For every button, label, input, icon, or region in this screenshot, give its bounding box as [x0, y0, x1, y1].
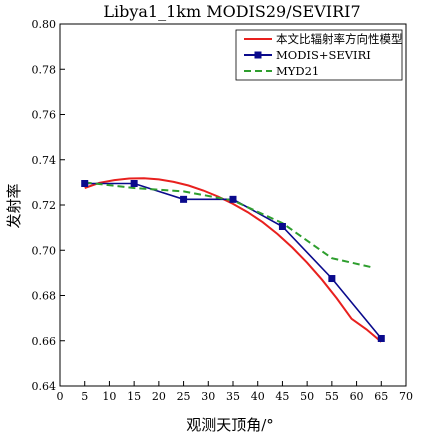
series-model-line: [84, 177, 382, 343]
x-axis-label: 观测天顶角/°: [186, 416, 274, 434]
x-tick-label: 55: [325, 390, 339, 403]
y-axis-label: 发射率: [5, 183, 23, 228]
series-myd21-line: [84, 181, 372, 269]
x-tick-label: 20: [152, 390, 166, 403]
x-tick-label: 5: [81, 390, 88, 403]
x-tick-label: 50: [300, 390, 314, 403]
data-point-modis-seviri: [130, 180, 138, 188]
y-tick-label: 0.74: [32, 154, 57, 167]
legend-marker-modis-seviri: [254, 51, 262, 59]
y-tick-label: 0.70: [32, 244, 57, 257]
x-tick-label: 60: [350, 390, 364, 403]
x-tick-label: 65: [374, 390, 388, 403]
x-tick-label: 30: [201, 390, 215, 403]
y-tick-label: 0.78: [32, 63, 57, 76]
data-point-modis-seviri: [278, 222, 286, 230]
y-tick-label: 0.76: [32, 109, 57, 122]
x-tick-label: 70: [399, 390, 413, 403]
y-tick-label: 0.66: [32, 335, 57, 348]
series-layer: [81, 177, 385, 343]
data-point-modis-seviri: [328, 275, 336, 283]
y-tick-label: 0.64: [32, 380, 57, 393]
plot-area: 0 5 10 15 20 25 30 35 40 45 50 55 60 65 70 0.64 0.66 0.68…: [32, 18, 414, 403]
x-tick-label: 40: [251, 390, 265, 403]
data-point-modis-seviri: [180, 195, 188, 203]
x-tick-label: 35: [226, 390, 240, 403]
data-point-modis-seviri: [229, 195, 237, 203]
data-point-modis-seviri: [81, 180, 89, 188]
x-tick-label: 25: [177, 390, 191, 403]
y-tick-label: 0.72: [32, 199, 57, 212]
x-tick-label: 15: [127, 390, 141, 403]
chart-title: Libya1_1km MODIS29/SEVIRI7: [103, 2, 360, 21]
data-point-modis-seviri: [377, 334, 385, 342]
series-modis-seviri-line: [84, 182, 382, 340]
axis-ticks: 0 5 10 15 20 25 30 35 40 45 50 55 60 65 70 0.64 0.66 0.68…: [32, 18, 414, 403]
legend: 本文比辐射率方向性模型 MODIS+SEVIRI MYD21: [235, 29, 403, 81]
x-tick-label: 45: [275, 390, 289, 403]
legend-label-model: 本文比辐射率方向性模型: [276, 32, 403, 46]
y-tick-label: 0.68: [32, 290, 57, 303]
legend-label-modis-seviri: MODIS+SEVIRI: [276, 48, 371, 62]
legend-label-myd21: MYD21: [276, 64, 319, 78]
x-tick-label: 10: [102, 390, 116, 403]
y-tick-label: 0.80: [32, 18, 57, 31]
x-tick-label: 0: [57, 390, 64, 403]
